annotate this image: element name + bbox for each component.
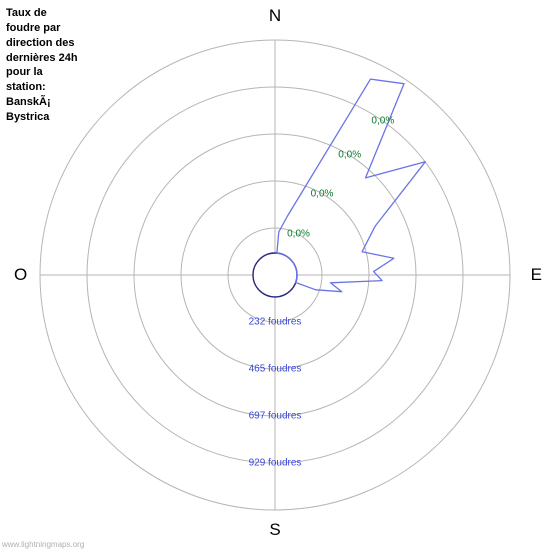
ring-label: 929 foudres <box>249 458 302 469</box>
ring-label: 0,0% <box>371 115 394 126</box>
compass-w: O <box>14 265 27 285</box>
ring-label: 0,0% <box>311 188 334 199</box>
ring-label: 0,0% <box>338 150 361 161</box>
ring-label: 232 foudres <box>249 317 302 328</box>
compass-n: N <box>269 6 281 26</box>
ring-label: 465 foudres <box>249 364 302 375</box>
ring-label: 697 foudres <box>249 411 302 422</box>
ring-label: 0,0% <box>287 229 310 240</box>
compass-s: S <box>269 520 280 540</box>
chart-title: Taux defoudre pardirection desdernières … <box>6 6 78 125</box>
compass-e: E <box>531 265 542 285</box>
credit-text: www.lightningmaps.org <box>2 540 84 549</box>
